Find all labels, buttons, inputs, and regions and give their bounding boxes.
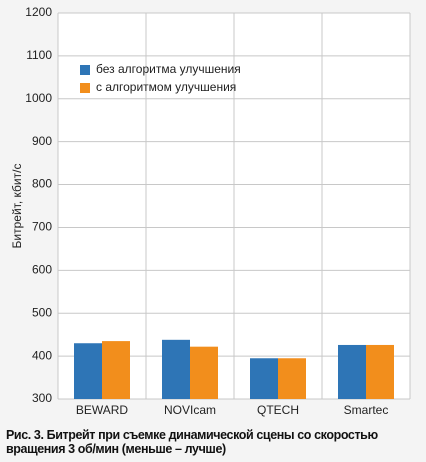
legend-swatch <box>80 83 90 93</box>
y-tick-label: 700 <box>32 220 52 234</box>
bar <box>102 341 130 399</box>
y-tick-label: 300 <box>32 391 52 405</box>
bar <box>278 358 306 399</box>
y-tick-label: 1100 <box>26 48 52 62</box>
bar <box>190 346 218 399</box>
caption: Рис. 3. Битрейт при съемке динамической … <box>6 428 378 456</box>
bar <box>366 344 394 399</box>
x-tick-label: Smartec <box>344 403 389 417</box>
legend-label: без алгоритма улучшения <box>96 62 241 76</box>
legend-swatch <box>80 65 90 75</box>
y-tick-label: 800 <box>32 177 52 191</box>
y-tick-label: 500 <box>32 305 52 319</box>
x-tick-label: BEWARD <box>76 403 129 417</box>
bar <box>162 339 190 399</box>
y-tick-label: 400 <box>32 348 52 362</box>
x-tick-label: QTECH <box>257 403 299 417</box>
chart: Битрейт, кбит/с 300 400 500 600 700 800 900 100… <box>10 5 411 417</box>
y-tick-label: 900 <box>32 134 52 148</box>
y-axis-label: Битрейт, кбит/с <box>10 164 24 249</box>
bar <box>250 358 278 399</box>
bar <box>74 343 102 399</box>
legend-label: с алгоритмом улучшения <box>96 80 236 94</box>
x-tick-label: NOVIcam <box>164 403 216 417</box>
y-tick-label: 1000 <box>25 91 52 105</box>
y-tick-label: 600 <box>32 263 52 277</box>
y-tick-label: 1200 <box>25 5 52 19</box>
bar <box>338 344 366 399</box>
